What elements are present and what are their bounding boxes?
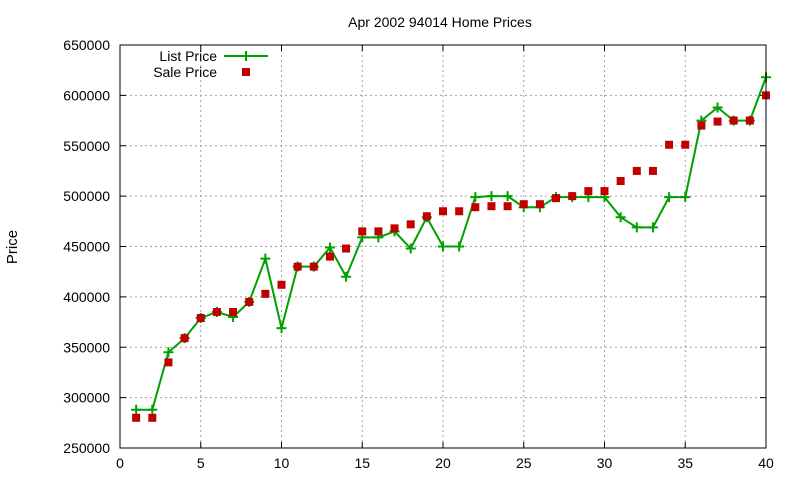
sale-price-point [503,202,512,211]
list-price-point [470,192,481,203]
list-price-point [647,222,658,233]
series-list-price [131,72,771,415]
sale-price-point [196,314,205,323]
list-price-point [438,241,448,252]
list-price-point [680,192,691,203]
y-tick-label: 600000 [63,87,110,103]
sale-price-point [212,307,221,316]
y-tick-label: 450000 [63,239,110,255]
sale-price-point [245,297,254,306]
sale-price-point [148,413,157,422]
list-price-point [502,191,513,202]
sale-price-point [552,194,561,203]
sale-price-point [665,140,674,149]
x-tick-label: 40 [758,455,774,471]
sale-price-point [487,202,496,211]
sale-price-point [132,413,141,422]
sale-price-point [568,192,577,201]
y-tick-label: 250000 [63,440,110,456]
y-tick-label: 650000 [63,37,110,53]
legend-label: List Price [159,48,217,64]
sale-price-point [293,262,302,271]
sale-price-point [616,177,625,186]
y-tick-label: 400000 [63,289,110,305]
y-axis-label: Price [4,230,21,264]
sale-price-point [358,227,367,236]
sale-price-point [277,280,286,289]
grid [119,44,767,449]
sale-price-point [729,116,738,125]
sale-price-point [648,166,657,175]
x-tick-label: 0 [116,455,124,471]
sale-price-point [309,262,318,271]
plot-frame [119,44,767,449]
sale-price-point [681,140,690,149]
sale-price-point [584,187,593,196]
sale-price-point [745,116,754,125]
list-price-point [405,243,416,254]
series [131,72,771,422]
sale-price-point [406,220,415,229]
list-price-point [260,253,271,264]
x-tick-label: 30 [597,455,613,471]
y-tick-label: 550000 [63,138,110,154]
list-price-point [664,192,675,203]
x-tick-label: 15 [354,455,370,471]
list-price-point [486,191,497,202]
list-price-point [631,222,642,233]
sale-price-point [422,212,431,221]
sale-price-point [535,200,544,209]
sale-price-point [713,117,722,126]
sale-price-point [697,121,706,130]
list-price-point [615,212,626,223]
list-price-point [147,404,158,415]
series-sale-price [132,91,770,422]
x-tick-label: 10 [274,455,290,471]
list-price-point [454,241,465,252]
x-tick-label: 5 [197,455,205,471]
sale-price-point [390,224,399,233]
sale-price-point [325,252,334,261]
legend-label: Sale Price [153,64,217,80]
y-tick-label: 300000 [63,390,110,406]
x-tick-label: 35 [677,455,693,471]
sale-price-point [164,358,173,367]
legend-swatch-marker [242,68,250,76]
list-price-point [276,323,287,334]
sale-price-point [600,187,609,196]
list-price-point [131,404,142,415]
sale-price-point [374,227,383,236]
sale-price-point [342,244,351,253]
x-tick-label: 25 [516,455,532,471]
legend-swatch-marker [241,51,251,61]
chart-title: Apr 2002 94014 Home Prices [348,14,532,30]
list-price-point [712,102,723,113]
x-tick-label: 20 [435,455,451,471]
sale-price-point [632,166,641,175]
list-price-point [163,347,174,358]
y-tick-label: 500000 [63,188,110,204]
sale-price-point [180,334,189,343]
sale-price-point [439,207,447,216]
sale-price-point [261,289,270,298]
list-price-point [341,271,352,282]
sale-price-point [519,200,528,209]
sale-price-point [471,203,480,212]
y-tick-label: 350000 [63,339,110,355]
sale-price-point [229,307,238,316]
list-price-point [324,242,335,253]
list-price-line [136,76,767,411]
sale-price-point [455,207,464,216]
tick-labels: 250000 300000 350000 400000 450000 500000 5500… [63,37,774,471]
